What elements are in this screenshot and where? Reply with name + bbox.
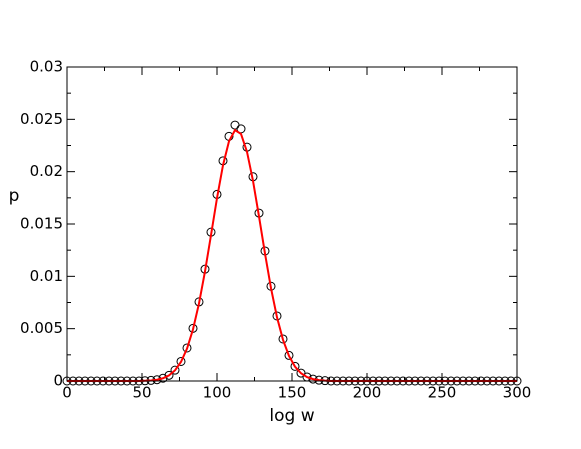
- y-tick-label: 0.03: [30, 58, 63, 76]
- data-point: [284, 350, 294, 360]
- data-point: [230, 120, 240, 130]
- x-tick-label: 0: [62, 384, 72, 402]
- data-point: [176, 356, 186, 366]
- data-point: [182, 343, 192, 353]
- y-tick-label: 0.015: [20, 215, 63, 233]
- x-tick-label: 300: [503, 384, 532, 402]
- data-point: [278, 334, 288, 344]
- y-tick-label: 0.01: [30, 267, 63, 285]
- y-tick-label: 0.005: [20, 319, 63, 337]
- x-tick-label: 200: [353, 384, 382, 402]
- x-tick-label: 250: [428, 384, 457, 402]
- y-tick-label: 0.025: [20, 110, 63, 128]
- x-tick-label: 50: [132, 384, 151, 402]
- data-point: [164, 370, 174, 380]
- x-tick-label: 100: [203, 384, 232, 402]
- y-tick-label: 0: [53, 372, 63, 390]
- y-tick-label: 0.02: [30, 162, 63, 180]
- y-axis-title: p: [9, 186, 20, 206]
- data-point: [290, 361, 300, 371]
- x-tick-label: 150: [278, 384, 307, 402]
- plot-frame: [66, 66, 518, 382]
- data-point: [170, 365, 180, 375]
- x-axis-title: log w: [269, 406, 314, 426]
- fit-line: [67, 128, 517, 382]
